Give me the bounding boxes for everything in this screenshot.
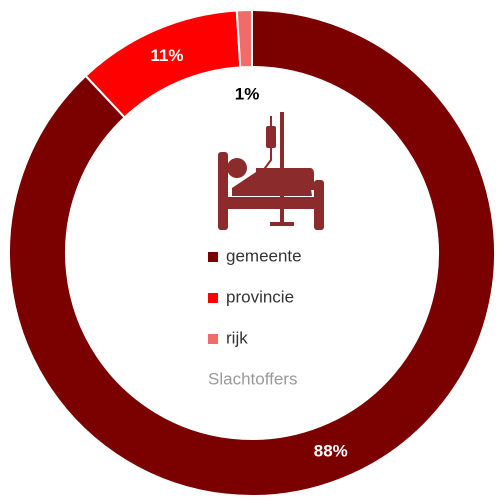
legend-label: provincie <box>226 287 294 306</box>
donut-segment <box>235 8 253 69</box>
legend-label: rijk <box>226 328 248 347</box>
legend-swatch <box>208 293 218 303</box>
hospital-icon <box>218 112 324 230</box>
data-label: 11% <box>150 46 183 65</box>
donut-segment <box>8 8 496 497</box>
legend-swatch <box>208 252 218 262</box>
legend-label: gemeente <box>226 246 302 265</box>
data-label: 1% <box>235 85 260 104</box>
legend-swatch <box>208 334 218 344</box>
data-label: 88% <box>314 441 348 460</box>
legend-title: Slachtoffers <box>208 369 297 388</box>
